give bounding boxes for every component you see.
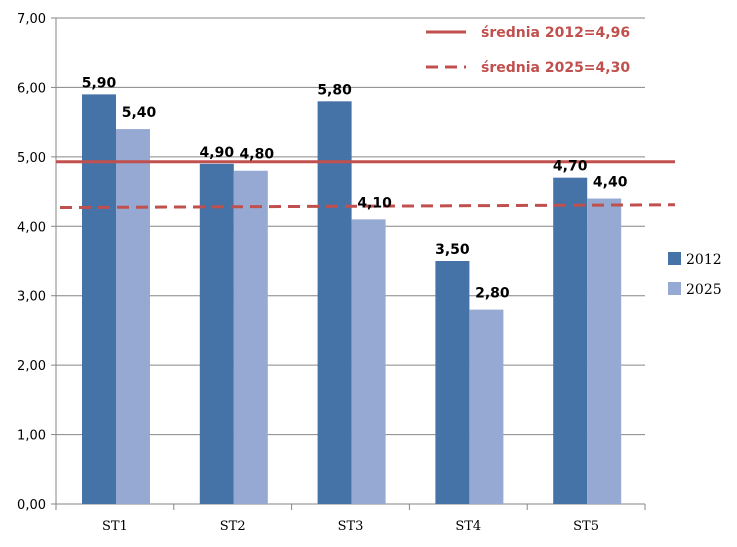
- x-tick-label-ST5: ST5: [573, 519, 599, 534]
- reference-line-2025: [59, 203, 676, 210]
- data-label-2025-ST4: 2,80: [475, 286, 510, 302]
- data-label-2012-ST3: 5,80: [317, 82, 352, 98]
- x-tick-label-ST2: ST2: [220, 519, 246, 534]
- legend-swatch-2012: [668, 252, 681, 265]
- y-tick-label-4: 4,00: [17, 220, 46, 235]
- bar-2012-ST2: [199, 163, 234, 505]
- x-tick-label-ST1: ST1: [102, 519, 128, 534]
- data-label-2025-ST5: 4,40: [593, 175, 628, 191]
- data-label-2012-ST2: 4,90: [200, 145, 235, 161]
- data-label-2012-ST4: 3,50: [435, 242, 470, 258]
- bar-2025-ST2: [233, 170, 268, 504]
- data-label-2012-ST5: 4,70: [553, 159, 588, 175]
- legend-label-2025: 2025: [686, 282, 722, 298]
- bar-2012-ST1: [82, 94, 116, 504]
- bar-2025-ST5: [587, 198, 622, 504]
- bar-2025-ST1: [116, 129, 150, 505]
- legend-label-srednia-2012: średnia 2012=4,96: [481, 25, 630, 41]
- bar-2025-ST3: [351, 219, 386, 505]
- data-label-2025-ST2: 4,80: [240, 147, 275, 163]
- y-tick-label-6: 6,00: [17, 81, 46, 96]
- x-tick-label-ST4: ST4: [455, 519, 481, 534]
- data-label-2025-ST1: 5,40: [122, 105, 157, 121]
- legend-label-srednia-2025: średnia 2025=4,30: [481, 60, 630, 76]
- bar-2012-ST4: [435, 261, 470, 504]
- bar-2012-ST3: [317, 101, 352, 505]
- y-tick-label-7: 7,00: [17, 12, 46, 27]
- y-tick-label-3: 3,00: [17, 290, 46, 305]
- y-tick-label-5: 5,00: [17, 151, 46, 166]
- x-tick-label-ST3: ST3: [338, 519, 364, 534]
- y-tick-label-0: 0,00: [17, 498, 46, 513]
- bar-2025-ST4: [469, 309, 504, 504]
- data-label-2012-ST1: 5,90: [82, 75, 117, 91]
- y-tick-label-2: 2,00: [17, 359, 46, 374]
- legend-label-2012: 2012: [686, 252, 722, 268]
- data-label-2025-ST3: 4,10: [357, 195, 392, 211]
- y-tick-label-1: 1,00: [17, 429, 46, 444]
- bar-2012-ST5: [553, 177, 588, 504]
- legend-swatch-2025: [668, 282, 681, 295]
